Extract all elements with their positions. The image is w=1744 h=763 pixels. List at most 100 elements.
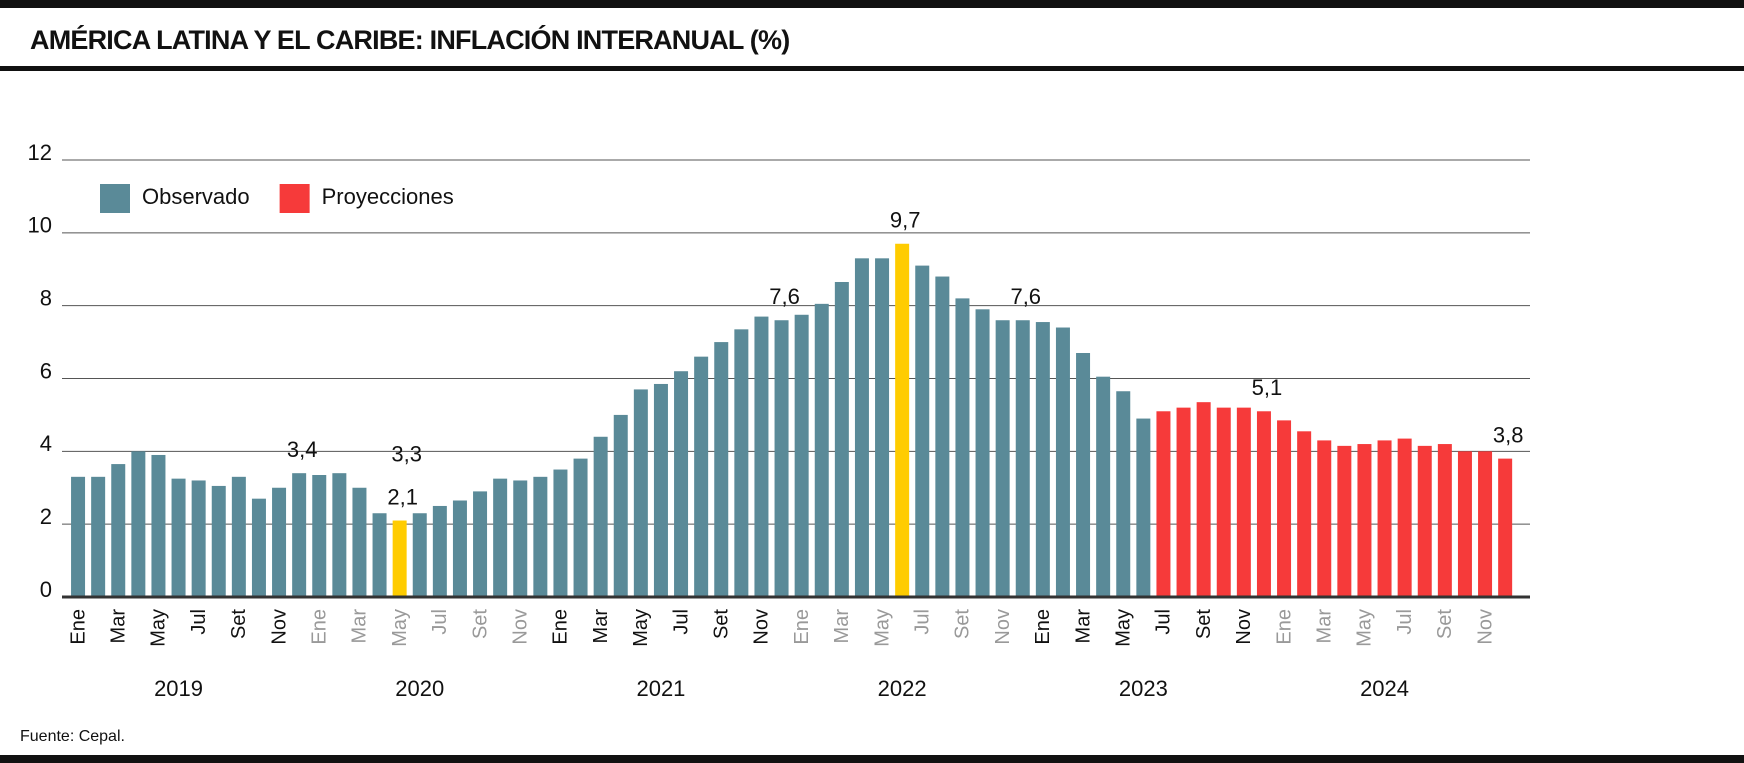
bar bbox=[191, 480, 206, 597]
x-tick-label: Mar bbox=[590, 609, 612, 644]
bar bbox=[452, 500, 467, 597]
year-label: 2021 bbox=[636, 676, 685, 701]
bar bbox=[1317, 440, 1332, 597]
legend-label: Observado bbox=[142, 184, 250, 209]
title-rule bbox=[0, 66, 1744, 71]
bar bbox=[1256, 411, 1271, 597]
x-tick-label: Mar bbox=[349, 609, 371, 644]
x-tick-label: May bbox=[1354, 609, 1376, 647]
x-tick-label: Jul bbox=[1153, 609, 1175, 635]
y-tick-label: 10 bbox=[28, 213, 52, 238]
bar bbox=[1156, 411, 1171, 597]
bar bbox=[1216, 407, 1231, 597]
bar bbox=[1437, 444, 1452, 597]
bottom-bar bbox=[0, 755, 1744, 763]
x-tick-label: Mar bbox=[1314, 609, 1336, 644]
x-tick-label: Nov bbox=[992, 609, 1014, 645]
bar bbox=[292, 473, 307, 597]
x-tick-label: May bbox=[871, 609, 893, 647]
x-tick-label: Set bbox=[711, 609, 733, 639]
x-tick-label: May bbox=[630, 609, 652, 647]
chart-title: AMÉRICA LATINA Y EL CARIBE: INFLACIÓN IN… bbox=[30, 24, 789, 55]
bar bbox=[1397, 438, 1412, 597]
x-tick-label: Ene bbox=[550, 609, 572, 645]
y-tick-label: 2 bbox=[40, 504, 52, 529]
x-tick-label: Jul bbox=[1394, 609, 1416, 635]
bar bbox=[111, 464, 126, 597]
bar bbox=[734, 329, 749, 597]
year-label: 2020 bbox=[395, 676, 444, 701]
bar bbox=[995, 320, 1010, 597]
legend-swatch bbox=[279, 184, 310, 213]
bar bbox=[1055, 327, 1070, 597]
bar bbox=[1236, 407, 1251, 597]
value-label: 3,8 bbox=[1493, 422, 1524, 447]
bar bbox=[613, 414, 628, 597]
bar bbox=[553, 469, 568, 597]
value-label: 9,7 bbox=[890, 208, 921, 233]
bar bbox=[71, 476, 86, 597]
legend-label: Proyecciones bbox=[322, 184, 454, 209]
bar bbox=[653, 383, 668, 597]
y-tick-label: 8 bbox=[40, 285, 52, 310]
x-tick-label: Jul bbox=[188, 609, 210, 635]
bar bbox=[895, 243, 910, 597]
bar bbox=[352, 487, 367, 597]
bar bbox=[794, 314, 809, 597]
bar bbox=[1096, 376, 1111, 597]
bar bbox=[1457, 451, 1472, 597]
x-tick-label: Nov bbox=[1233, 609, 1255, 645]
x-tick-label: Mar bbox=[831, 609, 853, 644]
value-label: 2,1 bbox=[387, 484, 418, 509]
bar bbox=[935, 276, 950, 597]
bar bbox=[231, 476, 246, 597]
bar bbox=[674, 371, 689, 597]
x-tick-label: Ene bbox=[67, 609, 89, 645]
annotation: 3,3 bbox=[391, 441, 422, 466]
bar bbox=[774, 320, 789, 597]
value-label: 7,6 bbox=[1010, 284, 1041, 309]
year-label: 2024 bbox=[1360, 676, 1409, 701]
bar bbox=[1297, 431, 1312, 597]
bar bbox=[533, 476, 548, 597]
x-tick-label: Nov bbox=[510, 609, 532, 645]
bar bbox=[814, 303, 829, 597]
bar bbox=[211, 485, 226, 597]
bar bbox=[633, 389, 648, 597]
x-tick-label: May bbox=[148, 609, 170, 647]
bar bbox=[1176, 407, 1191, 597]
bar bbox=[1357, 444, 1372, 597]
bar bbox=[1377, 440, 1392, 597]
year-label: 2023 bbox=[1119, 676, 1168, 701]
bar bbox=[694, 356, 709, 597]
x-tick-label: Ene bbox=[1032, 609, 1054, 645]
x-tick-label: Set bbox=[469, 609, 491, 639]
x-tick-label: Nov bbox=[1474, 609, 1496, 645]
bar bbox=[1116, 391, 1131, 597]
bar bbox=[915, 265, 930, 597]
x-tick-label: Set bbox=[1434, 609, 1456, 639]
bar bbox=[332, 473, 347, 597]
y-tick-label: 4 bbox=[40, 431, 52, 456]
bar bbox=[573, 458, 588, 597]
year-label: 2019 bbox=[154, 676, 203, 701]
bar bbox=[432, 505, 447, 597]
bar bbox=[1478, 451, 1493, 597]
x-tick-label: Nov bbox=[268, 609, 290, 645]
bar bbox=[251, 498, 266, 597]
x-tick-label: Jul bbox=[670, 609, 692, 635]
bar bbox=[513, 480, 528, 597]
bar bbox=[171, 478, 186, 597]
top-bar bbox=[0, 0, 1744, 8]
x-tick-label: Set bbox=[952, 609, 974, 639]
value-label: 3,4 bbox=[287, 437, 318, 462]
bar bbox=[1277, 420, 1292, 597]
year-label: 2022 bbox=[878, 676, 927, 701]
bar bbox=[1035, 322, 1050, 597]
x-tick-label: Set bbox=[1193, 609, 1215, 639]
bar bbox=[834, 281, 849, 597]
x-tick-label: Jul bbox=[429, 609, 451, 635]
bar bbox=[392, 520, 407, 597]
bar bbox=[151, 454, 166, 597]
